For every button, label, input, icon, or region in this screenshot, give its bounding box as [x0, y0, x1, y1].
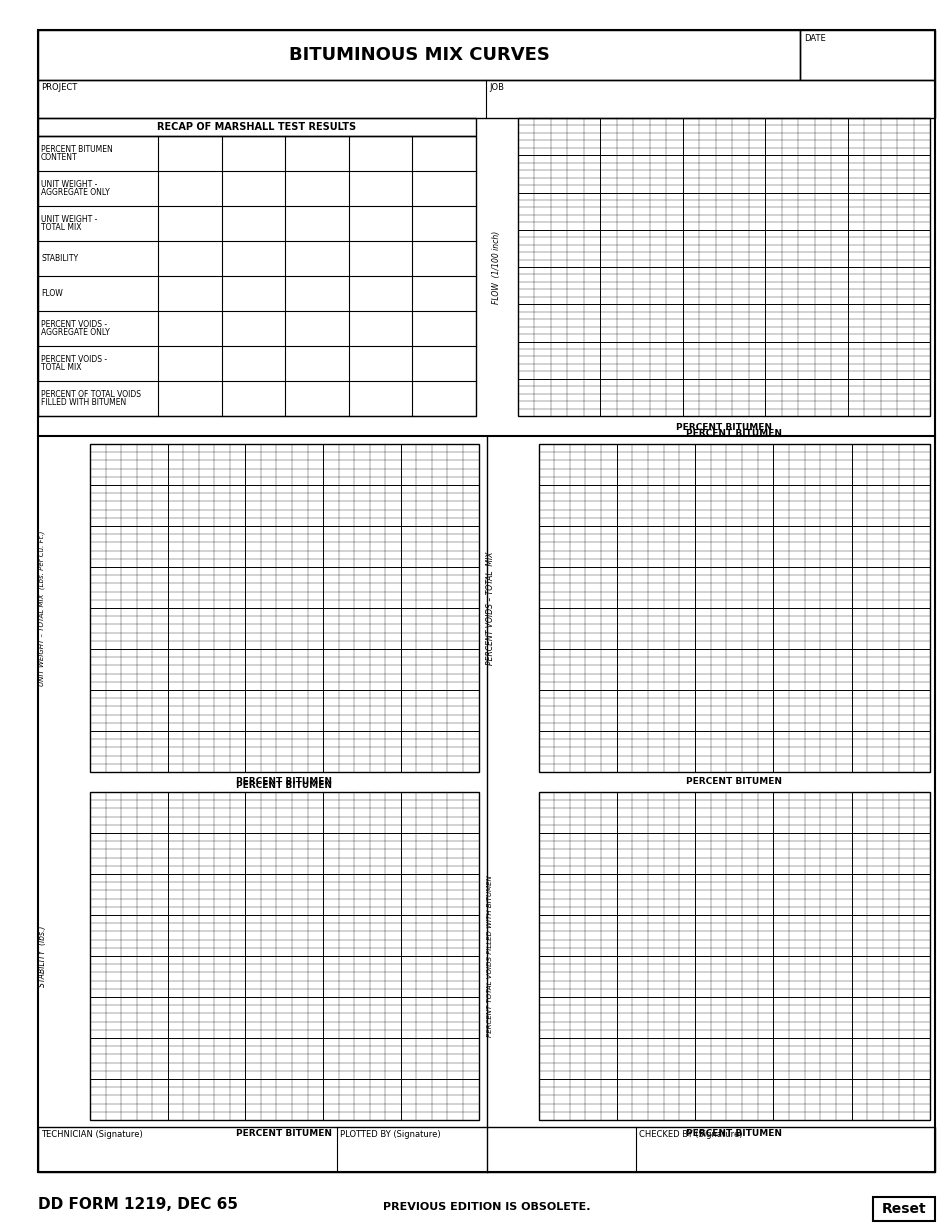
Text: PERCENT BITUMEN: PERCENT BITUMEN — [41, 145, 113, 154]
Bar — [38, 137, 476, 416]
Bar — [90, 792, 479, 1121]
Text: DATE: DATE — [804, 34, 826, 43]
Text: UNIT WEIGHT -: UNIT WEIGHT - — [41, 180, 97, 189]
Bar — [873, 1197, 935, 1221]
Text: PERCENT VOIDS -: PERCENT VOIDS - — [41, 320, 107, 328]
Text: TOTAL MIX: TOTAL MIX — [41, 363, 82, 371]
Text: AGGREGATE ONLY: AGGREGATE ONLY — [41, 188, 110, 197]
Text: FILLED WITH BITUMEN: FILLED WITH BITUMEN — [41, 399, 126, 407]
Text: PREVIOUS EDITION IS OBSOLETE.: PREVIOUS EDITION IS OBSOLETE. — [383, 1202, 590, 1212]
Text: AGGREGATE ONLY: AGGREGATE ONLY — [41, 328, 110, 337]
Text: PERCENT BITUMEN: PERCENT BITUMEN — [237, 1129, 332, 1139]
Text: FLOW  (1/100 inch): FLOW (1/100 inch) — [492, 230, 502, 304]
Bar — [539, 444, 930, 772]
Text: RECAP OF MARSHALL TEST RESULTS: RECAP OF MARSHALL TEST RESULTS — [158, 122, 356, 132]
Text: CONTENT: CONTENT — [41, 153, 78, 162]
Text: FLOW: FLOW — [41, 289, 63, 298]
Text: PROJECT: PROJECT — [41, 82, 77, 92]
Text: STABILITY: STABILITY — [41, 255, 78, 263]
Text: JOB: JOB — [489, 82, 504, 92]
Text: PERCENT BITUMEN: PERCENT BITUMEN — [686, 429, 782, 438]
Text: PERCENT BITUMEN: PERCENT BITUMEN — [237, 777, 332, 786]
Bar — [800, 30, 935, 80]
Bar — [518, 118, 930, 416]
Text: UNIT WEIGHT – TOTAL MIX  (Lbs. Per Cu. Ft.): UNIT WEIGHT – TOTAL MIX (Lbs. Per Cu. Ft… — [39, 530, 46, 685]
Text: PERCENT VOIDS – TOTAL  MIX: PERCENT VOIDS – TOTAL MIX — [486, 551, 495, 664]
Bar — [38, 80, 935, 118]
Text: PERCENT TOTAL VOIDS FILLED WITH BITUMEN: PERCENT TOTAL VOIDS FILLED WITH BITUMEN — [487, 875, 493, 1037]
Bar — [90, 444, 479, 772]
Text: PERCENT BITUMEN: PERCENT BITUMEN — [686, 1129, 782, 1139]
Text: PERCENT VOIDS -: PERCENT VOIDS - — [41, 355, 107, 364]
Text: CHECKED BY (Signature): CHECKED BY (Signature) — [639, 1130, 743, 1139]
Text: PERCENT BITUMEN: PERCENT BITUMEN — [686, 777, 782, 786]
Text: STABILITY  (lbs.): STABILITY (lbs.) — [37, 925, 47, 986]
Text: PLOTTED BY (Signature): PLOTTED BY (Signature) — [340, 1130, 441, 1139]
Text: TOTAL MIX: TOTAL MIX — [41, 223, 82, 232]
Bar — [38, 1127, 935, 1172]
Text: TECHNICIAN (Signature): TECHNICIAN (Signature) — [41, 1130, 142, 1139]
Text: PERCENT BITUMEN: PERCENT BITUMEN — [237, 781, 332, 791]
Text: PERCENT OF TOTAL VOIDS: PERCENT OF TOTAL VOIDS — [41, 390, 141, 399]
Bar — [38, 118, 476, 137]
Text: Reset: Reset — [882, 1202, 926, 1216]
Text: UNIT WEIGHT -: UNIT WEIGHT - — [41, 215, 97, 224]
Text: BITUMINOUS MIX CURVES: BITUMINOUS MIX CURVES — [289, 46, 549, 64]
Text: PERCENT BITUMEN: PERCENT BITUMEN — [676, 423, 772, 433]
Bar — [539, 792, 930, 1121]
Bar — [38, 30, 800, 80]
Text: DD FORM 1219, DEC 65: DD FORM 1219, DEC 65 — [38, 1197, 238, 1212]
